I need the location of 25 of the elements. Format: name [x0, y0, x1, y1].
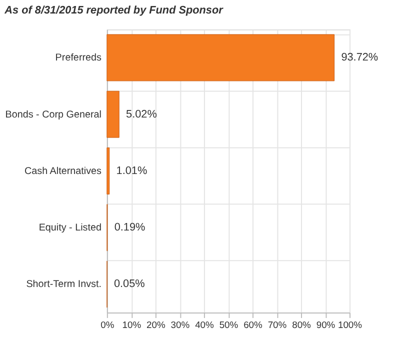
- x-tick-label: 20%: [146, 318, 166, 330]
- x-tick-label: 70%: [268, 318, 288, 330]
- y-tick-label: Preferreds: [55, 52, 102, 64]
- x-tick-label: 10%: [122, 318, 142, 330]
- y-tick-label: Bonds - Corp General: [5, 109, 102, 120]
- y-tick-label: Short-Term Invst.: [26, 279, 102, 290]
- x-tick-label: 50%: [219, 318, 239, 330]
- data-label: 5.02%: [126, 108, 158, 120]
- data-label: 0.05%: [114, 278, 146, 290]
- bar: [106, 148, 110, 194]
- bar: [106, 34, 335, 82]
- x-tick-label: 80%: [292, 318, 312, 330]
- x-tick-label: 30%: [170, 318, 190, 330]
- data-label: 1.01%: [116, 164, 148, 177]
- x-tick-label: 0%: [100, 318, 115, 330]
- x-tick-label: 100%: [338, 318, 363, 330]
- chart-title: As of 8/31/2015 reported by Fund Sponsor: [4, 4, 224, 17]
- data-label: 0.19%: [114, 222, 146, 234]
- y-tick-label: Cash Alternatives: [24, 166, 102, 177]
- data-label: 93.72%: [341, 52, 378, 64]
- y-tick-label: Equity - Listed: [38, 222, 102, 234]
- x-tick-label: 60%: [244, 318, 264, 330]
- x-tick-label: 90%: [316, 318, 336, 330]
- x-tick-label: 40%: [195, 318, 214, 330]
- bar: [106, 90, 120, 138]
